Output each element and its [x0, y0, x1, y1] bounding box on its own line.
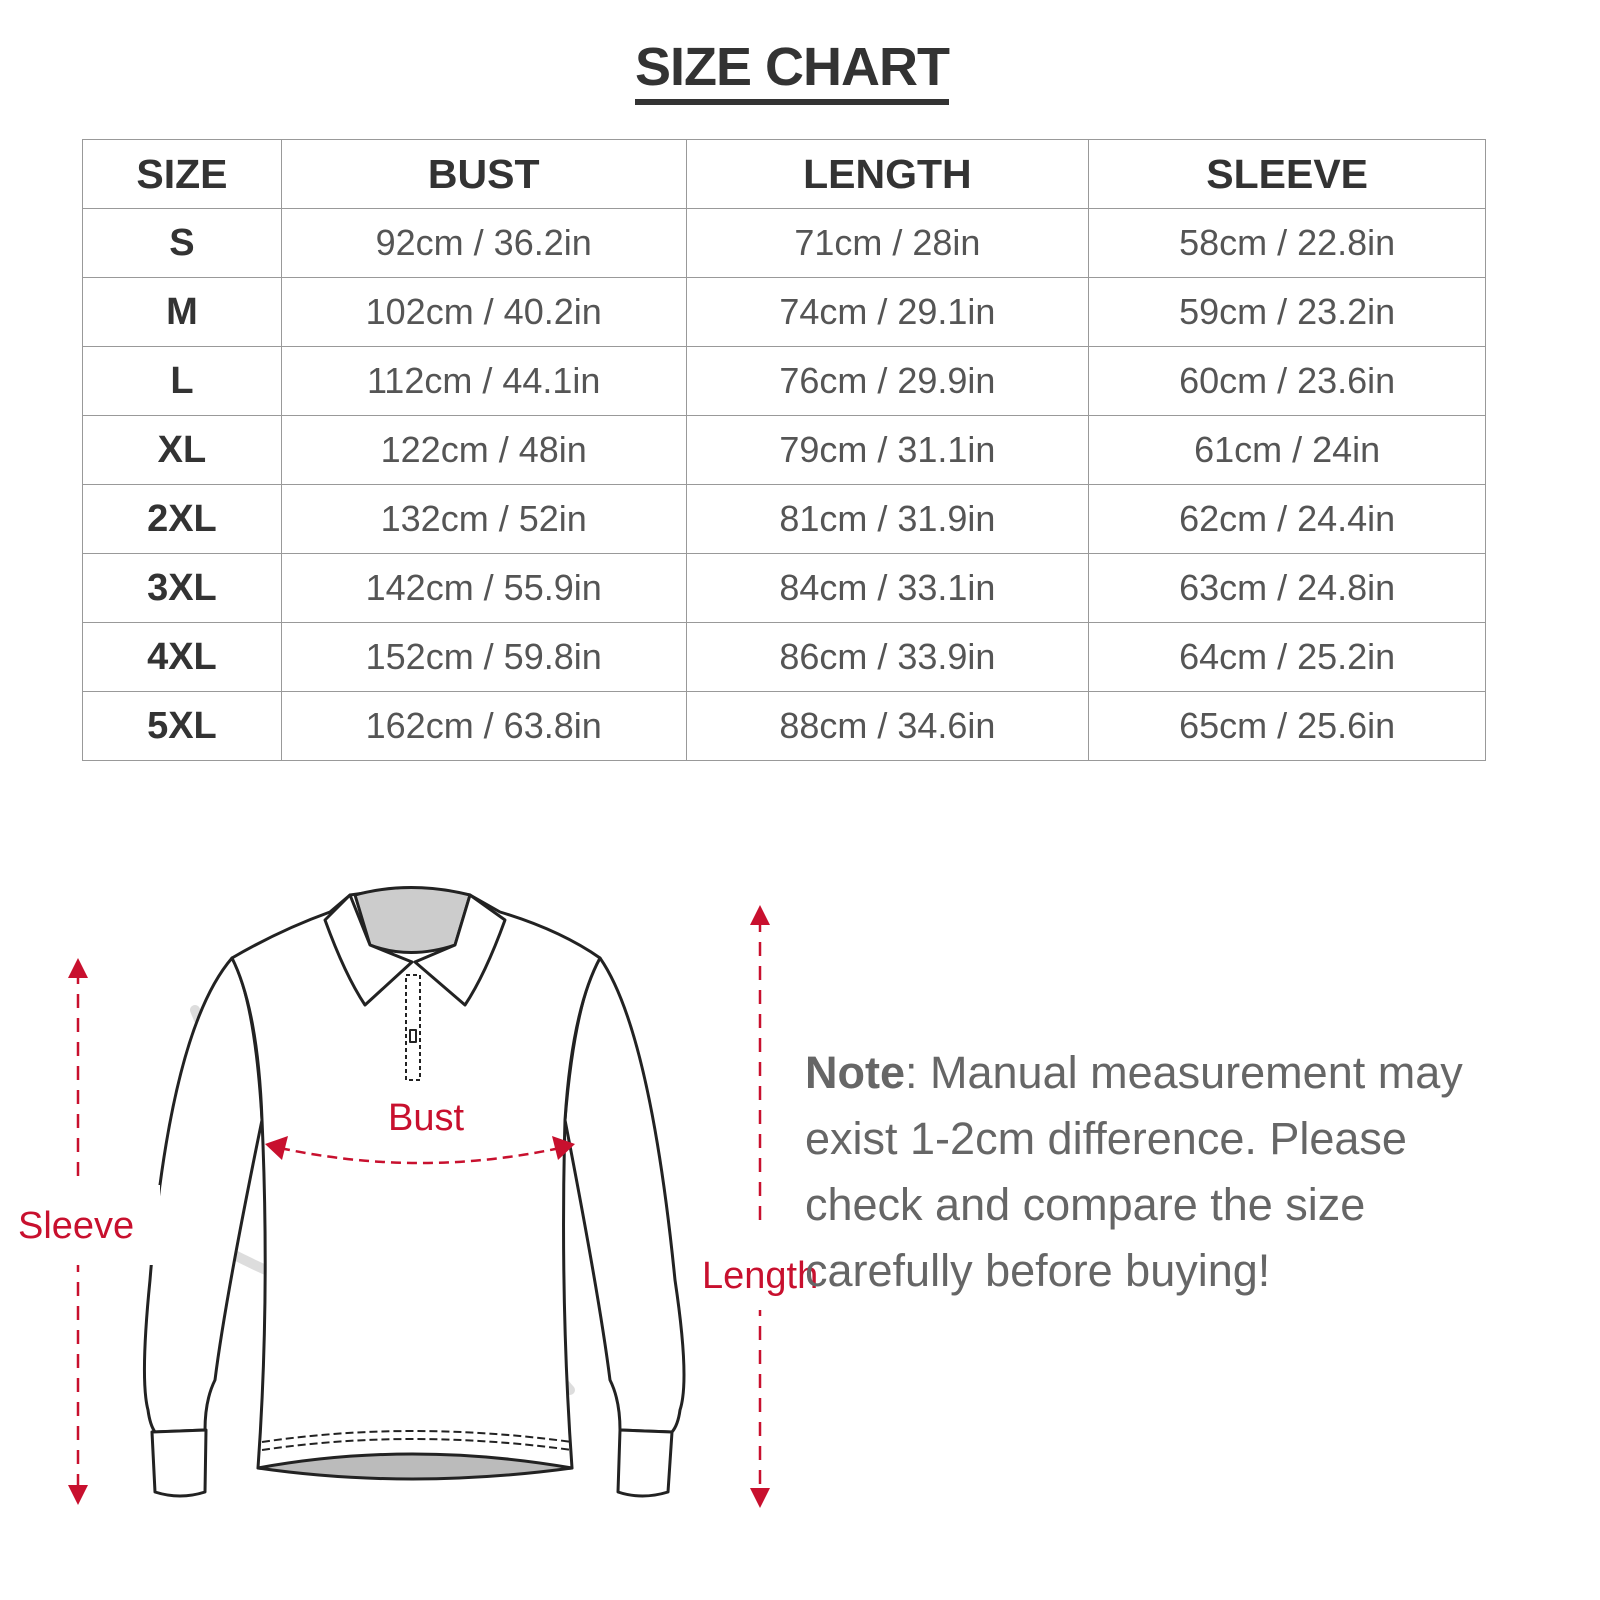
- sleeve-arrow-top: [68, 958, 88, 978]
- header-length: LENGTH: [685, 139, 1090, 209]
- note-body: : Manual measurement may exist 1-2cm dif…: [805, 1047, 1463, 1296]
- table-row: S 92cm / 36.2in 71cm / 28in 58cm / 22.8in: [82, 208, 1486, 278]
- cell-sleeve: 63cm / 24.8in: [1088, 553, 1486, 623]
- table-row: 3XL 142cm / 55.9in 84cm / 33.1in 63cm / 24.…: [82, 553, 1486, 623]
- cell-length: 88cm / 34.6in: [685, 691, 1090, 761]
- cell-bust: 122cm / 48in: [280, 415, 687, 485]
- table-row: XL 122cm / 48in 79cm / 31.1in 61cm / 24in: [82, 415, 1486, 485]
- shirt-illustration: [142, 886, 686, 1498]
- cell-sleeve: 64cm / 25.2in: [1088, 622, 1486, 692]
- cell-size: L: [82, 346, 282, 416]
- length-label: Length: [702, 1255, 819, 1297]
- bust-arrow: [279, 1146, 561, 1165]
- size-table: SIZE BUST LENGTH SLEEVE S 92cm / 36.2in 71…: [82, 139, 1486, 761]
- table-row: 5XL 162cm / 63.8in 88cm / 34.6in 65cm / 25.…: [82, 691, 1486, 761]
- table-header-row: SIZE BUST LENGTH SLEEVE: [82, 139, 1486, 209]
- sleeve-arrow-bottom: [68, 1485, 88, 1505]
- cell-size: 5XL: [82, 691, 282, 761]
- cell-length: 81cm / 31.9in: [685, 484, 1090, 554]
- page-title: SIZE CHART: [0, 36, 1584, 105]
- cell-size: M: [82, 277, 282, 347]
- cell-size: XL: [82, 415, 282, 485]
- table-row: L 112cm / 44.1in 76cm / 29.9in 60cm / 23.6i…: [82, 346, 1486, 416]
- cell-bust: 152cm / 59.8in: [280, 622, 687, 692]
- table-row: M 102cm / 40.2in 74cm / 29.1in 59cm / 23.2i…: [82, 277, 1486, 347]
- length-arrow-bottom: [750, 1488, 770, 1508]
- bust-label: Bust: [388, 1097, 465, 1139]
- note-label: Note: [805, 1047, 905, 1098]
- cell-bust: 142cm / 55.9in: [280, 553, 687, 623]
- cell-length: 79cm / 31.1in: [685, 415, 1090, 485]
- cell-size: 3XL: [82, 553, 282, 623]
- cell-length: 71cm / 28in: [685, 208, 1090, 278]
- sleeve-label: Sleeve: [18, 1205, 135, 1247]
- cell-size: 2XL: [82, 484, 282, 554]
- cell-sleeve: 60cm / 23.6in: [1088, 346, 1486, 416]
- header-size: SIZE: [82, 139, 282, 209]
- cell-bust: 112cm / 44.1in: [280, 346, 687, 416]
- cell-length: 74cm / 29.1in: [685, 277, 1090, 347]
- cell-bust: 132cm / 52in: [280, 484, 687, 554]
- length-arrow-top: [750, 905, 770, 925]
- cell-sleeve: 62cm / 24.4in: [1088, 484, 1486, 554]
- cell-sleeve: 59cm / 23.2in: [1088, 277, 1486, 347]
- cell-length: 76cm / 29.9in: [685, 346, 1090, 416]
- cell-bust: 162cm / 63.8in: [280, 691, 687, 761]
- measurement-arrows: [68, 905, 770, 1508]
- cell-length: 86cm / 33.9in: [685, 622, 1090, 692]
- cell-sleeve: 65cm / 25.6in: [1088, 691, 1486, 761]
- cell-length: 84cm / 33.1in: [685, 553, 1090, 623]
- note-text: Note: Manual measurement may exist 1-2cm…: [805, 1040, 1525, 1304]
- cell-size: 4XL: [82, 622, 282, 692]
- table-row: 2XL 132cm / 52in 81cm / 31.9in 62cm / 24.4i…: [82, 484, 1486, 554]
- cell-sleeve: 58cm / 22.8in: [1088, 208, 1486, 278]
- header-bust: BUST: [280, 139, 687, 209]
- table-row: 4XL 152cm / 59.8in 86cm / 33.9in 64cm / 25.…: [82, 622, 1486, 692]
